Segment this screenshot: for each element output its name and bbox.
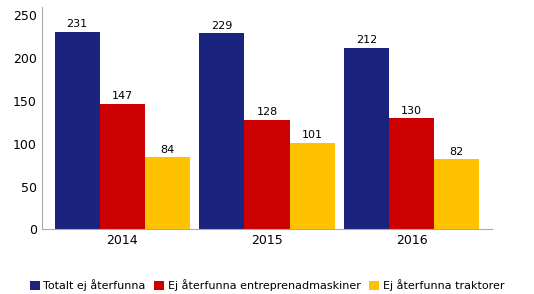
- Bar: [145, 158, 190, 229]
- Text: 229: 229: [211, 21, 233, 31]
- Bar: [245, 120, 289, 229]
- Bar: [100, 103, 145, 229]
- Text: 101: 101: [302, 130, 323, 140]
- Text: 231: 231: [67, 19, 88, 29]
- Text: 212: 212: [356, 36, 378, 46]
- Bar: [199, 34, 245, 229]
- Text: 147: 147: [112, 91, 133, 101]
- Bar: [389, 118, 434, 229]
- Bar: [344, 48, 389, 229]
- Bar: [289, 143, 335, 229]
- Text: 84: 84: [160, 145, 175, 155]
- Text: 128: 128: [256, 107, 278, 117]
- Bar: [54, 32, 100, 229]
- Legend: Totalt ej återfunna, Ej återfunna entreprenadmaskiner, Ej återfunna traktorer: Totalt ej återfunna, Ej återfunna entrep…: [25, 275, 509, 294]
- Bar: [434, 159, 480, 229]
- Text: 130: 130: [402, 106, 422, 116]
- Text: 82: 82: [450, 147, 464, 157]
